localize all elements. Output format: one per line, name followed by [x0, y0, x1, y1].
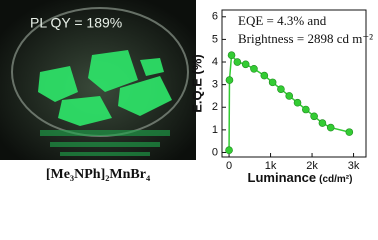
y-tick-label: 6 — [212, 11, 218, 23]
y-tick-label: 0 — [212, 146, 218, 158]
x-tick-label: 0 — [226, 160, 232, 172]
data-point — [345, 128, 354, 136]
data-line — [228, 53, 350, 151]
x-axis-label: Luminance (cd/m²) — [248, 170, 353, 185]
data-point — [241, 60, 250, 69]
data-point — [225, 146, 233, 155]
y-tick-label: 5 — [212, 33, 218, 45]
data-point — [318, 119, 327, 127]
x-axis-unit: (cd/m²) — [319, 174, 352, 185]
plot-frame — [221, 9, 367, 158]
data-point — [268, 78, 277, 87]
annotation: Brightness = 2898 cd m⁻² — [238, 31, 373, 46]
compound-label: [Me₃NPh]₂MnBr₄ — [46, 167, 151, 182]
photo: PL QY = 189% — [0, 0, 196, 160]
x-tick-label: 3k — [348, 160, 360, 172]
data-point — [227, 51, 236, 60]
data-point — [260, 71, 269, 80]
y-tick-label: 4 — [212, 56, 218, 68]
data-point — [250, 65, 258, 73]
y-tick-label: 2 — [212, 101, 218, 113]
x-axis-title: Luminance — [248, 170, 317, 185]
y-tick-label: 3 — [212, 79, 218, 91]
crystals — [38, 50, 172, 126]
y-tick-label: 1 — [212, 124, 218, 136]
data-point — [277, 85, 285, 93]
photo-caption: PL QY = 189% — [30, 15, 122, 31]
data-point — [302, 105, 310, 114]
data-point — [233, 58, 242, 66]
figure: PL QY = 189% [Me₃NPh]₂MnBr₄ 0 1 2 3 4 5 6 0 1k 2k… — [0, 0, 373, 185]
data-point — [326, 123, 335, 132]
annotation: EQE = 4.3% and — [238, 13, 327, 28]
data-point — [310, 112, 318, 121]
x-tick-label: 2k — [306, 160, 318, 172]
y-axis-label: E.Q.E (%) — [189, 54, 204, 113]
reflection — [40, 130, 170, 156]
data-point — [293, 98, 302, 107]
data-point — [285, 92, 294, 100]
data-point — [225, 76, 234, 84]
x-tick-label: 1k — [265, 160, 277, 172]
